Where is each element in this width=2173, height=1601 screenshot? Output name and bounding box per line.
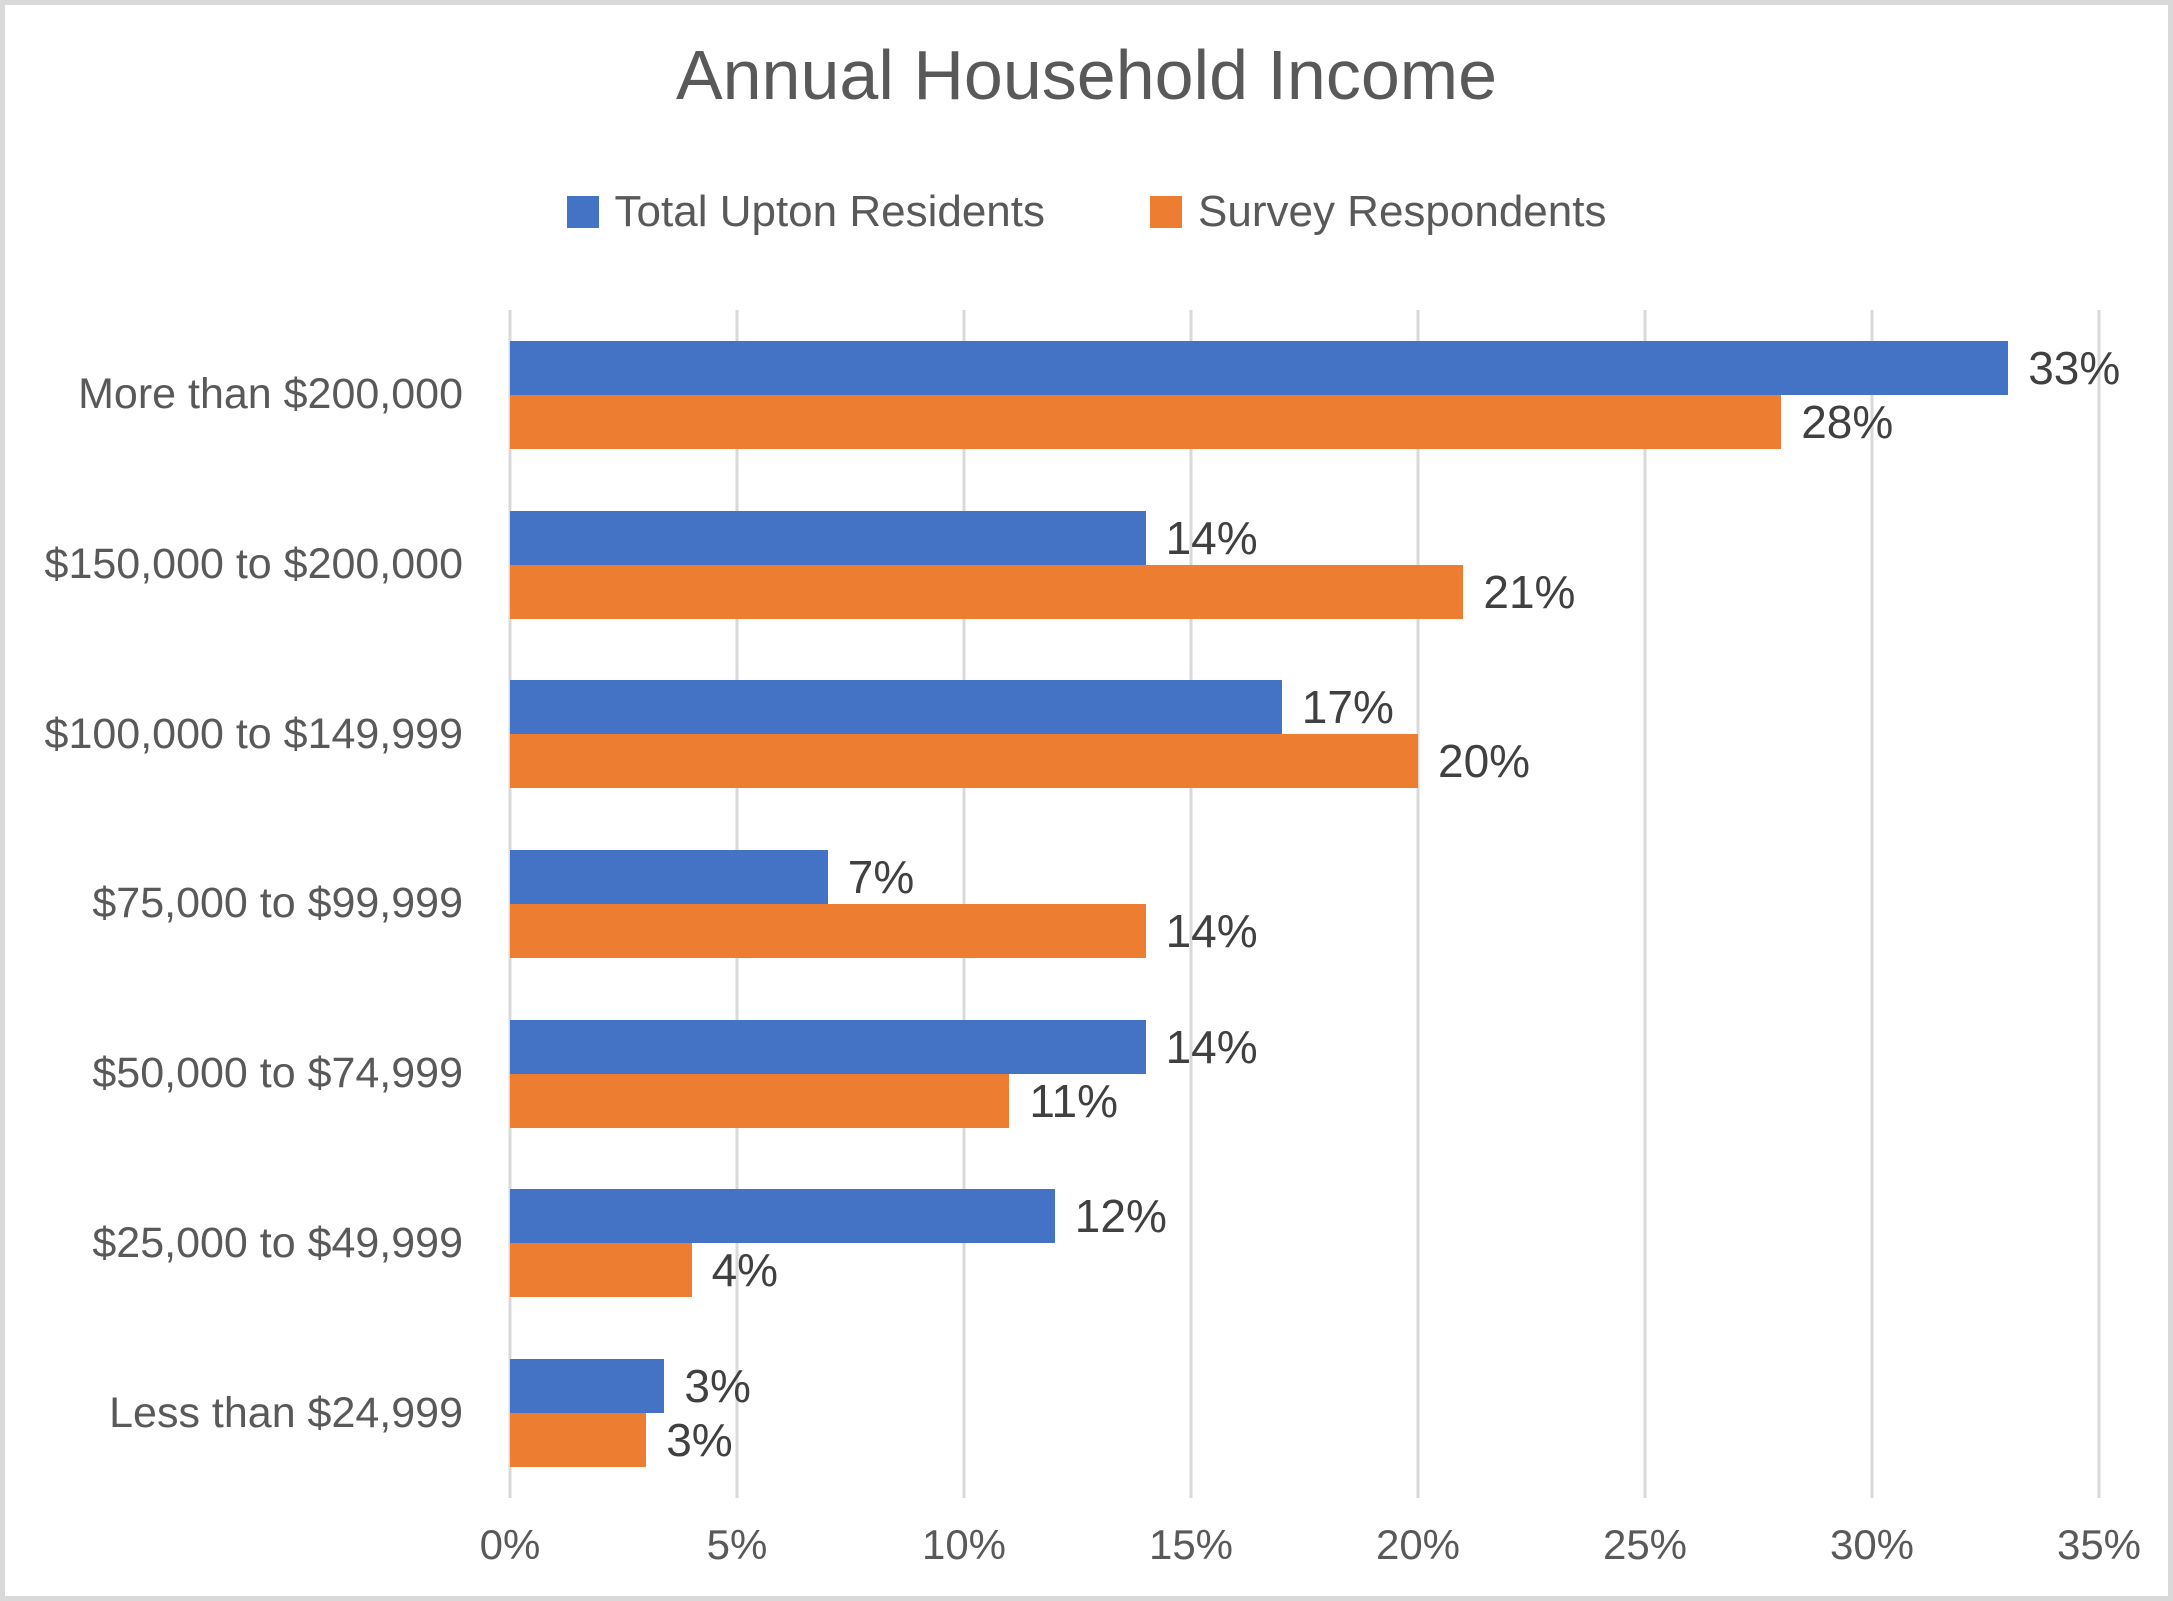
bar-survey-respondents: [510, 734, 1418, 789]
legend: Total Upton Residents Survey Respondents: [5, 187, 2168, 237]
data-label: 17%: [1301, 681, 1394, 734]
bar-row: 17% 20%: [510, 680, 2099, 789]
data-label: 33%: [2028, 341, 2121, 394]
gridline: [1643, 310, 1647, 1498]
gridline: [1189, 310, 1193, 1498]
bar-total-upton-residents: [510, 850, 828, 904]
x-tick-label: 20%: [1375, 1521, 1461, 1568]
bar-total-upton-residents: [510, 680, 1282, 735]
bar-line: 17%: [510, 680, 2099, 735]
x-tick-label: 15%: [1148, 1521, 1234, 1568]
category-label: $50,000 to $74,999: [92, 1049, 463, 1098]
bar-row: 14% 11%: [510, 1019, 2099, 1128]
gridline: [2097, 310, 2101, 1498]
category-label: More than $200,000: [78, 370, 463, 419]
bar-line: 14%: [510, 1019, 2099, 1074]
legend-swatch-orange: [1150, 196, 1182, 228]
x-tick-label: 5%: [706, 1521, 768, 1568]
legend-label: Survey Respondents: [1198, 187, 1607, 236]
bar-line: 3%: [510, 1359, 2099, 1414]
bar-row: 7% 14%: [510, 850, 2099, 958]
bar-total-upton-residents: [510, 340, 2009, 395]
legend-label: Total Upton Residents: [614, 187, 1045, 236]
data-label: 7%: [847, 851, 915, 903]
data-label: 14%: [1165, 905, 1258, 957]
bar-survey-respondents: [510, 904, 1146, 958]
data-label: 3%: [666, 1414, 733, 1467]
bar-line: 7%: [510, 850, 2099, 904]
bar-row: 33% 28%: [510, 340, 2120, 449]
bar-total-upton-residents: [510, 1359, 665, 1414]
gridline: [1870, 310, 1874, 1498]
data-label: 20%: [1437, 735, 1531, 788]
bar-total-upton-residents: [510, 510, 1146, 565]
x-tick-label: 25%: [1602, 1521, 1688, 1568]
bar-survey-respondents: [510, 564, 1464, 619]
x-tick-label: 35%: [2056, 1521, 2142, 1568]
bar-line: 28%: [510, 394, 2099, 449]
legend-item-total-upton-residents: Total Upton Residents: [566, 187, 1045, 237]
bar-row: 14% 21%: [510, 510, 2099, 619]
x-tick-label: 0%: [479, 1521, 541, 1568]
bar-line: 11%: [510, 1073, 2099, 1128]
bar-line: 20%: [510, 734, 2099, 789]
category-label: $75,000 to $99,999: [92, 879, 463, 928]
legend-item-survey-respondents: Survey Respondents: [1150, 187, 1606, 237]
x-axis: 0% 5% 10% 15% 20% 25% 30% 35%: [480, 1521, 2141, 1581]
bar-line: 4%: [510, 1243, 2099, 1298]
data-label: 21%: [1483, 565, 1576, 618]
data-label: 4%: [711, 1244, 779, 1297]
gridline: [1416, 310, 1420, 1498]
data-label: 3%: [684, 1360, 751, 1413]
data-label: 11%: [1029, 1074, 1119, 1127]
bar-survey-respondents: [510, 394, 1782, 449]
category-label: $100,000 to $149,999: [44, 709, 463, 758]
bar-line: 14%: [510, 904, 2099, 958]
x-tick-label: 10%: [921, 1521, 1007, 1568]
category-label: $25,000 to $49,999: [92, 1218, 463, 1267]
bar-line: 21%: [510, 564, 2099, 619]
data-label: 28%: [1801, 395, 1894, 448]
bar-total-upton-residents: [510, 1189, 1055, 1244]
category-label: Less than $24,999: [109, 1388, 463, 1437]
bar-line: 33%: [510, 340, 2120, 395]
chart-title: Annual Household Income: [675, 36, 1498, 114]
bar-line: 14%: [510, 510, 2099, 565]
data-label: 12%: [1074, 1190, 1167, 1243]
bar-survey-respondents: [510, 1073, 1010, 1128]
data-label: 14%: [1165, 511, 1258, 564]
bar-line: 3%: [510, 1413, 2099, 1468]
legend-swatch-blue: [566, 196, 599, 228]
bar-row: 12% 4%: [510, 1189, 2099, 1298]
bar-survey-respondents: [510, 1243, 692, 1298]
plot-area: 33% 28% 14% 21% 17% 20% 7% 14% 14% 11% 12% 4% 3% 3%: [508, 310, 2120, 1498]
category-axis: More than $200,000 $150,000 to $200,000 $1…: [5, 310, 463, 1498]
x-tick-label: 30%: [1829, 1521, 1915, 1568]
data-label: 14%: [1165, 1020, 1258, 1073]
bar-row: 3% 3%: [510, 1359, 2099, 1468]
category-label: $150,000 to $200,000: [44, 540, 463, 589]
bar-survey-respondents: [510, 1413, 647, 1468]
bar-line: 12%: [510, 1189, 2099, 1244]
bar-total-upton-residents: [510, 1019, 1146, 1074]
